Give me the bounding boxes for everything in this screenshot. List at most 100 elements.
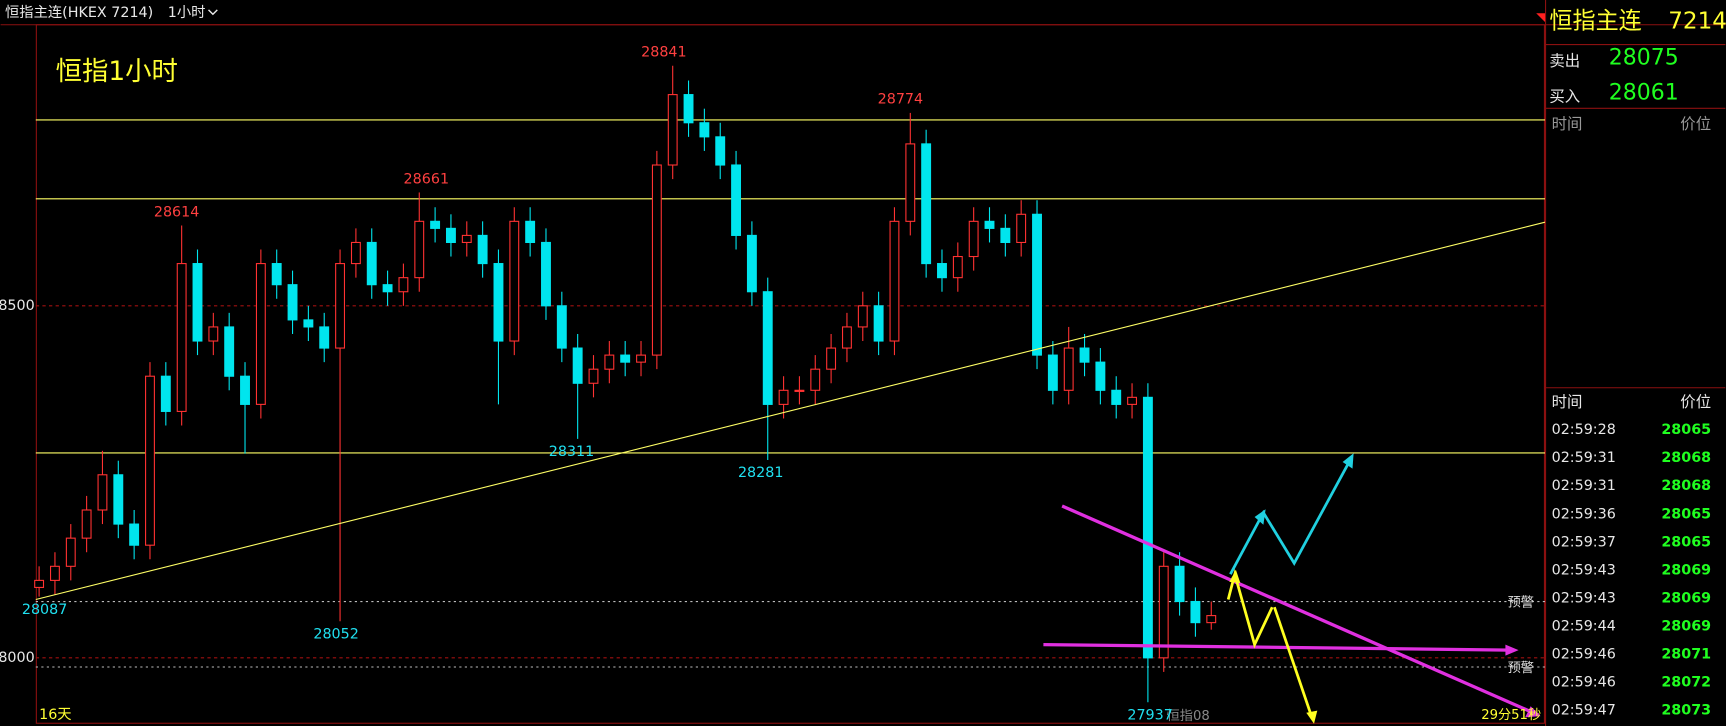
- symbol-title: 恒指主连(HKEX 7214): [5, 4, 153, 21]
- candle-body: [683, 94, 694, 124]
- candle-body: [1174, 565, 1185, 603]
- scenario-arrow: [1229, 459, 1352, 575]
- candle-body: [303, 319, 314, 328]
- tick-price: 28072: [1661, 675, 1711, 691]
- tick-list: 02:59:28 28065 02:59:31 28068 02:59:31 28068 0…: [1552, 422, 1712, 719]
- candle-body: [81, 509, 92, 539]
- tick-price: 28071: [1661, 646, 1711, 662]
- chart-title: 恒指1小时: [56, 56, 178, 87]
- support-line: [1043, 642, 1510, 652]
- alert-label: 预警: [1508, 660, 1534, 676]
- candle-body: [208, 326, 219, 342]
- column-header: 时间: [1552, 115, 1583, 133]
- candle-body: [366, 241, 377, 286]
- candle-body: [667, 94, 678, 166]
- tick-time: 02:59:44: [1552, 618, 1616, 634]
- candle-body: [778, 389, 789, 405]
- candle-body: [97, 474, 108, 511]
- candle-body: [588, 368, 599, 384]
- candle-body: [826, 347, 837, 370]
- candle-body: [1079, 347, 1090, 363]
- candle-body: [810, 368, 821, 391]
- low-label: 27937: [1127, 707, 1172, 723]
- scenario-arrow: [1226, 568, 1274, 649]
- high-label: 28774: [878, 92, 923, 108]
- candle-body: [192, 263, 203, 342]
- candle-body: [493, 263, 504, 342]
- tick-price: 28065: [1661, 422, 1711, 438]
- candle-body: [873, 305, 884, 342]
- candle-body: [968, 220, 979, 258]
- candle-body: [889, 220, 900, 342]
- candle-body: [715, 136, 726, 166]
- candle-body: [1016, 213, 1027, 244]
- buy-label: 买入: [1549, 87, 1580, 105]
- candle-body: [794, 389, 805, 392]
- candle-body: [287, 284, 298, 321]
- low-label: 28052: [313, 626, 358, 642]
- candle-body: [762, 291, 773, 405]
- candle-body: [952, 255, 963, 279]
- candle-body: [921, 143, 932, 265]
- tick-time: 02:59:28: [1552, 422, 1616, 438]
- column-header: 价位: [1680, 115, 1711, 133]
- tick-price: 28065: [1661, 506, 1711, 522]
- scenario-arrow: [1273, 606, 1314, 718]
- candle-body: [699, 122, 710, 138]
- range-label: 16天: [39, 707, 72, 723]
- arrow-head: [1306, 710, 1318, 724]
- alert-label: 预警: [1508, 595, 1534, 611]
- candle-body: [525, 220, 536, 244]
- candle-body: [636, 354, 646, 363]
- candle-body: [857, 305, 868, 328]
- candle-body: [240, 375, 250, 405]
- candle-body: [1047, 354, 1058, 391]
- low-label: 28087: [22, 602, 67, 618]
- tick-price: 28069: [1661, 590, 1711, 606]
- candle-body: [937, 263, 947, 279]
- candle-body: [1111, 389, 1122, 405]
- tick-price: 28068: [1661, 450, 1711, 466]
- arrow-head: [1525, 706, 1541, 718]
- candle-body: [509, 220, 520, 342]
- candle-body: [398, 277, 409, 293]
- candle-body: [905, 143, 916, 222]
- sell-price: 28075: [1609, 45, 1679, 70]
- candle-body: [1095, 361, 1106, 391]
- buy-price: 28061: [1609, 81, 1679, 106]
- dropdown-icon[interactable]: [207, 9, 218, 16]
- candle-body: [541, 241, 551, 307]
- candle-body: [129, 523, 140, 546]
- sell-label: 卖出: [1549, 52, 1580, 70]
- contract-label: 恒指08: [1167, 708, 1210, 724]
- column-header: 价位: [1680, 393, 1711, 411]
- candle-body: [224, 326, 235, 377]
- candle-body: [1142, 396, 1153, 659]
- candle-body: [113, 474, 124, 525]
- candle-body: [620, 354, 631, 363]
- arrow-head: [1342, 453, 1354, 469]
- candle-body: [984, 220, 995, 229]
- candle-body: [350, 241, 361, 265]
- tick-price: 28068: [1661, 478, 1711, 494]
- trend-line: [35, 221, 1546, 601]
- candle-body: [604, 354, 615, 370]
- tick-price: 28065: [1661, 534, 1711, 550]
- arrow-head: [1505, 644, 1519, 656]
- candle-body: [255, 263, 266, 405]
- candle-body: [1158, 565, 1169, 659]
- quote-name: 恒指主连: [1549, 9, 1641, 35]
- y-tick-label: 28500: [0, 298, 35, 314]
- arrow-head: [1254, 509, 1266, 525]
- candle-body: [445, 227, 456, 244]
- candle-body: [49, 565, 60, 581]
- candle-body: [160, 375, 171, 412]
- candle-body: [1127, 396, 1138, 405]
- countdown: 29分51秒: [1481, 707, 1541, 723]
- period-selector[interactable]: 1小时: [168, 4, 206, 21]
- candle-body: [746, 234, 757, 293]
